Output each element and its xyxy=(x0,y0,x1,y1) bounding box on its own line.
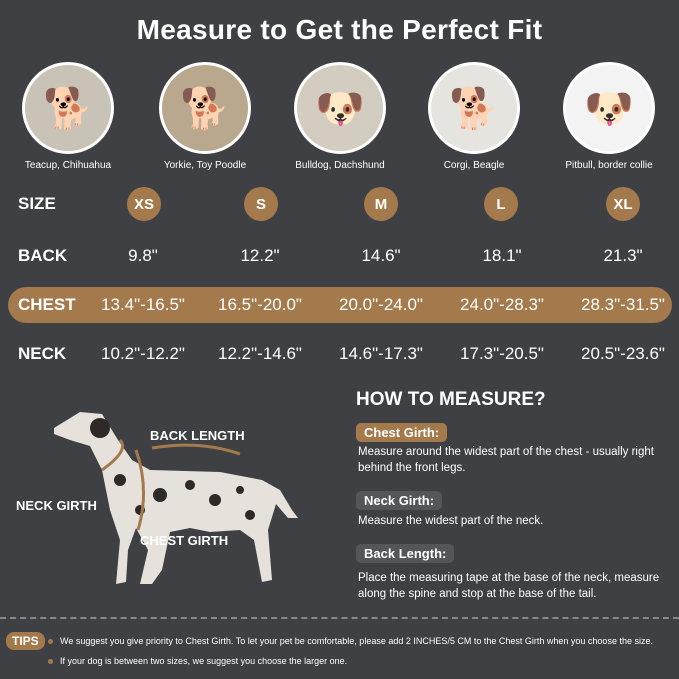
breed-label: Pitbull, border collie xyxy=(565,160,653,171)
size-badge: S xyxy=(244,187,278,221)
size-badge: M xyxy=(364,187,398,221)
neck-value: 12.2"-14.6" xyxy=(218,344,302,363)
tip-text: If your dog is between two sizes, we sug… xyxy=(60,656,348,666)
neck-row-label: NECK xyxy=(18,344,67,363)
neck-girth-desc: Measure the widest part of the neck. xyxy=(358,515,544,527)
neck-girth-label: NECK GIRTH xyxy=(16,498,97,513)
chest-value: 28.3"-31.5" xyxy=(581,295,665,314)
bullet-icon xyxy=(48,638,53,644)
chihuahua-photo: 🐕 xyxy=(22,62,114,154)
chest-value: 24.0"-28.3" xyxy=(460,295,544,314)
size-row-label: SIZE xyxy=(18,194,56,213)
back-value: 14.6" xyxy=(361,246,401,265)
chest-value: 16.5"-20.0" xyxy=(218,295,302,314)
breed-label: Teacup, Chihuahua xyxy=(24,160,112,171)
breed-label: Bulldog, Dachshund xyxy=(295,160,385,171)
chest-girth-label: CHEST GIRTH xyxy=(140,533,229,548)
size-badge: L xyxy=(484,187,518,221)
back-length-desc: Place the measuring tape at the base of … xyxy=(358,572,660,600)
tip-item: If your dog is between two sizes, we sug… xyxy=(48,656,347,666)
neck-tape xyxy=(101,438,125,472)
tips-badge: TIPS xyxy=(6,632,45,650)
chest-tape xyxy=(134,449,145,531)
border-collie-photo: 🐶 xyxy=(563,62,655,154)
breed-label: Yorkie, Toy Poodle xyxy=(163,160,247,171)
back-row-label: BACK xyxy=(18,246,68,265)
neck-girth-pill: Neck Girth: xyxy=(356,491,443,510)
neck-value: 10.2"-12.2" xyxy=(101,344,185,363)
neck-value: 17.3"-20.5" xyxy=(460,344,544,363)
chest-girth-pill: Chest Girth: xyxy=(356,423,448,442)
chest-row-highlight xyxy=(8,287,672,323)
tip-item: We suggest you give priority to Chest Gi… xyxy=(48,636,653,646)
bullet-icon xyxy=(48,658,53,664)
back-length-pill: Back Length: xyxy=(356,544,455,563)
back-value: 12.2" xyxy=(240,246,280,265)
chest-row-label: CHEST xyxy=(18,295,76,314)
chest-value: 20.0"-24.0" xyxy=(339,295,423,314)
back-value: 21.3" xyxy=(603,246,643,265)
page-title: Measure to Get the Perfect Fit xyxy=(136,14,543,45)
chest-value: 13.4"-16.5" xyxy=(101,295,185,314)
back-length-label: BACK LENGTH xyxy=(150,428,245,443)
tip-text: We suggest you give priority to Chest Gi… xyxy=(60,636,653,646)
dalmatian-illustration xyxy=(54,412,298,584)
back-value: 9.8" xyxy=(128,246,158,265)
back-value: 18.1" xyxy=(482,246,522,265)
back-tape xyxy=(151,443,241,456)
size-badge: XL xyxy=(606,187,640,221)
neck-value: 20.5"-23.6" xyxy=(581,344,665,363)
dashed-divider xyxy=(0,617,679,619)
beagle-photo: 🐕 xyxy=(428,62,520,154)
pug-photo: 🐶 xyxy=(294,62,386,154)
chest-girth-desc: Measure around the widest part of the ch… xyxy=(358,446,654,474)
how-to-heading: HOW TO MEASURE? xyxy=(356,389,546,410)
breed-label: Corgi, Beagle xyxy=(443,160,505,171)
size-badge: XS xyxy=(127,187,161,221)
yorkie-photo: 🐕 xyxy=(159,62,251,154)
neck-value: 14.6"-17.3" xyxy=(339,344,423,363)
